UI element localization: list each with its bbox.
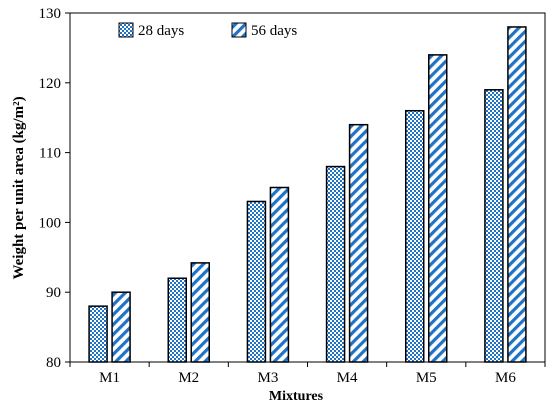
bar-28-days-M4 [325,165,346,363]
bar-56-days-M6 [507,26,527,363]
legend-label-28-days: 28 days [138,23,184,39]
y-tick-label-120: 120 [39,76,62,92]
bar-28-days-M1 [88,305,108,363]
bars-layer [88,26,527,363]
y-tick-label-100: 100 [39,215,62,231]
x-tick-label-M3: M3 [257,370,278,386]
y-tick-label-90: 90 [46,285,61,301]
legend: 28 days 56 days [118,22,297,39]
y-tick-label-130: 130 [39,6,62,22]
legend-swatch-28-days [118,22,134,38]
legend-label-56-days: 56 days [251,23,297,39]
x-tick-label-M6: M6 [495,370,516,386]
bar-56-days-M2 [190,262,210,363]
x-tick-label-M5: M5 [416,370,437,386]
bar-28-days-M6 [484,89,504,363]
plot-frame [69,12,546,363]
x-tick-label-M4: M4 [337,370,358,386]
x-tick-label-M2: M2 [178,370,199,386]
legend-swatch-56-days [231,22,247,38]
x-tick-label-M1: M1 [99,370,120,386]
y-tick-label-110: 110 [39,146,61,162]
bar-28-days-M3 [246,200,267,363]
axes-layer: M1 M2 M3 M4 M5 M6 80 90 100 110 120 130 [39,6,546,386]
bar-56-days-M3 [269,186,290,363]
bar-28-days-M2 [167,277,187,363]
y-tick-label-80: 80 [46,355,61,371]
y-axis-title: Weight per unit area (kg/m²) [11,96,27,279]
bar-28-days-M5 [405,109,425,363]
bar-56-days-M5 [428,54,448,363]
bar-56-days-M1 [111,291,131,363]
x-axis-title: Mixtures [269,389,324,404]
bar-56-days-M4 [348,123,369,363]
